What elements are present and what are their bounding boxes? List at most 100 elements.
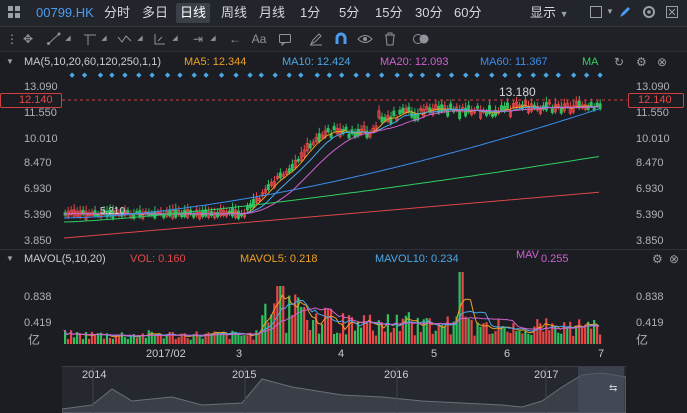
comment-icon[interactable]: [277, 31, 293, 47]
settings-icon[interactable]: ⚙: [652, 252, 663, 266]
back-arrow-icon[interactable]: ←: [229, 32, 241, 46]
close-icon[interactable]: ⊗: [669, 252, 680, 266]
volume-bar: [434, 330, 437, 344]
volume-bar: [141, 333, 144, 344]
panel-divider[interactable]: [0, 249, 687, 250]
close-icon[interactable]: ⊗: [657, 55, 668, 69]
event-marker: ◆: [543, 72, 549, 79]
nav-handle-icon[interactable]: ⇆: [609, 383, 618, 394]
drag-handle-icon[interactable]: ⋮: [6, 32, 18, 46]
volume-bar: [563, 322, 566, 344]
volume-bar: [386, 314, 389, 344]
candle: [281, 171, 285, 179]
tab-monthly[interactable]: 月线: [259, 5, 286, 20]
ma-params-label[interactable]: MA(5,10,20,60,120,250,1,1): [24, 56, 161, 68]
measure-tool-icon[interactable]: [152, 31, 168, 47]
volume-bar: [171, 332, 174, 344]
volume-bar: [497, 319, 500, 344]
volume-bar: [87, 338, 91, 344]
volume-bar: [318, 333, 321, 344]
event-marker: ◆: [489, 72, 495, 79]
volume-bar: [398, 331, 401, 344]
event-marker: ◆: [597, 72, 603, 79]
ma5-line: [63, 104, 600, 216]
volume-bar: [78, 333, 82, 344]
tab-daily[interactable]: 日线: [176, 3, 211, 23]
candle: [111, 205, 115, 221]
square-icon[interactable]: [588, 4, 604, 20]
eye-icon[interactable]: [357, 31, 373, 47]
volume-bar: [557, 332, 560, 344]
tab-60min[interactable]: 60分: [454, 5, 482, 20]
candle: [335, 123, 339, 136]
volume-bar: [315, 313, 318, 344]
chevron-down-icon[interactable]: ◢: [65, 35, 71, 42]
volume-bar: [449, 334, 452, 344]
volume-bar: [243, 335, 246, 344]
grid-menu-icon[interactable]: [6, 4, 22, 20]
collapse-chevron-icon[interactable]: ▼: [6, 254, 14, 263]
tab-weekly[interactable]: 周线: [221, 5, 248, 20]
settings-icon[interactable]: [641, 4, 657, 20]
trash-icon[interactable]: [382, 31, 398, 47]
settings-icon[interactable]: ⚙: [636, 55, 647, 69]
mavol-params-label[interactable]: MAVOL(5,10,20): [24, 253, 106, 265]
tab-15min[interactable]: 15分: [375, 5, 403, 20]
tab-intraday[interactable]: 分时: [104, 5, 131, 20]
close-panel-icon[interactable]: [664, 4, 680, 20]
candle: [177, 206, 181, 217]
event-marker: ◆: [247, 72, 253, 79]
volume-bar: [479, 326, 482, 344]
event-marker: ◆: [203, 72, 209, 79]
volume-bar: [333, 333, 336, 344]
channel-tool-icon[interactable]: [82, 31, 98, 47]
candle: [508, 105, 512, 119]
ma20-line: [63, 106, 599, 215]
stock-symbol[interactable]: 00799.HK: [36, 5, 94, 20]
chevron-down-icon[interactable]: ◢: [210, 35, 216, 42]
move-icon[interactable]: ✥: [22, 32, 34, 46]
chevron-down-icon[interactable]: ◢: [101, 35, 107, 42]
pen-icon[interactable]: [617, 4, 633, 20]
volume-bar: [353, 330, 357, 344]
volume-bar: [407, 312, 410, 344]
chevron-down-icon[interactable]: ▼: [606, 7, 614, 16]
volume-chart[interactable]: [0, 268, 687, 348]
chevron-down-icon[interactable]: ◢: [137, 35, 143, 42]
display-dropdown[interactable]: 显示 ▼: [530, 5, 569, 22]
tab-multi-day[interactable]: 多日: [142, 5, 169, 20]
candlestick-chart[interactable]: ◆ ◆ ◆ ◆ ◆ ◆ ◆ ◆ ◆ ◆ ◆ ◆ ◆ ◆ ◆ ◆ ◆ ◆ ◆ ◆ ◆ ◆ ◆ ◆ ◆ ◆ ◆ ◆ ◆ ◆ ◆ ◆ ◆ ◆ ◆ ◆ ◆ ◆ ◆ ◆: [0, 70, 687, 250]
volume-bar: [327, 308, 330, 344]
volume-bar: [156, 334, 159, 344]
line-tool-icon[interactable]: [46, 31, 62, 47]
collapse-chevron-icon[interactable]: ▼: [6, 57, 14, 66]
volume-bar: [258, 333, 261, 344]
candle: [559, 101, 563, 116]
date-tick: 6: [504, 348, 511, 360]
magnet-icon[interactable]: [333, 31, 349, 47]
candle: [75, 207, 79, 219]
refresh-icon[interactable]: ↻: [614, 55, 625, 69]
ma250-line: [63, 191, 600, 239]
toggle-visibility-icon[interactable]: [412, 31, 429, 47]
volume-bar: [470, 319, 473, 344]
volume-bar: [237, 333, 240, 344]
candle: [174, 203, 178, 220]
volume-bar: [69, 330, 73, 344]
range-navigator[interactable]: 2014 2015 2016 2017 ⇆: [62, 366, 626, 413]
chevron-down-icon[interactable]: ◢: [172, 35, 178, 42]
volume-bar: [222, 331, 225, 344]
tab-5min[interactable]: 5分: [339, 5, 360, 20]
event-marker: ◆: [420, 72, 426, 79]
wave-tool-icon[interactable]: [117, 31, 133, 47]
volume-bar: [476, 322, 479, 344]
eraser-pen-icon[interactable]: [308, 31, 324, 47]
tab-30min[interactable]: 30分: [415, 5, 443, 20]
candle: [266, 179, 270, 192]
volume-bar: [267, 322, 270, 344]
volume-bar: [240, 335, 243, 344]
event-marker: ◆: [339, 72, 345, 79]
range-tool-icon[interactable]: ⇥: [192, 32, 204, 46]
text-tool-icon[interactable]: Aa: [251, 32, 267, 46]
tab-1min[interactable]: 1分: [300, 5, 321, 20]
